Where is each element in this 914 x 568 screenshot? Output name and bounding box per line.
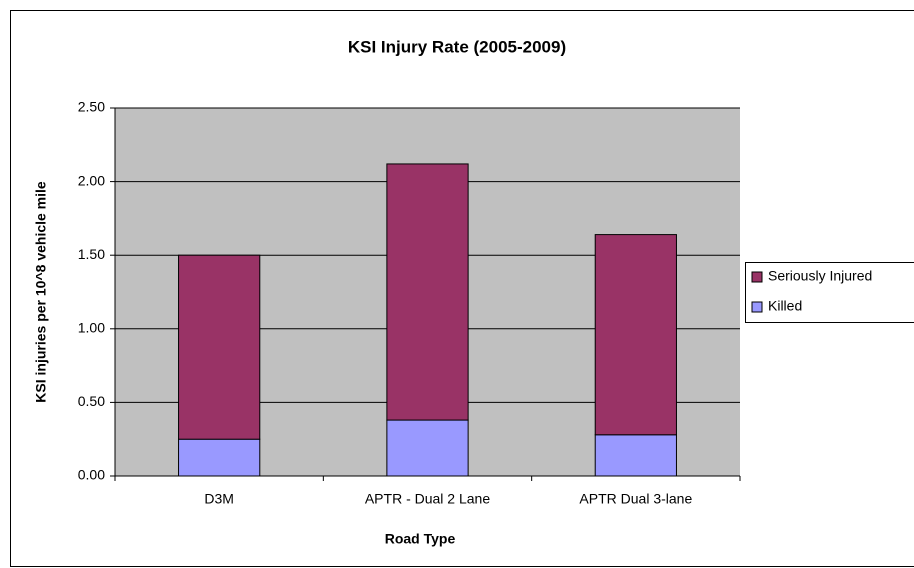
bar-segment [386, 163, 469, 421]
legend-swatch [751, 271, 763, 283]
bar-segment [386, 419, 469, 477]
x-tick-label: APTR - Dual 2 Lane [365, 491, 490, 507]
legend-label: Seriously Injured [768, 268, 872, 284]
chart-title: KSI Injury Rate (2005-2009) [348, 37, 566, 56]
x-axis-label: Road Type [385, 531, 456, 547]
bar-segment [178, 438, 261, 477]
y-tick-label: 2.50 [78, 99, 105, 115]
legend-label: Killed [768, 298, 802, 314]
y-tick-label: 0.00 [78, 467, 105, 483]
y-tick-label: 1.50 [78, 246, 105, 262]
y-tick-label: 2.00 [78, 172, 105, 188]
y-tick-label: 0.50 [78, 393, 105, 409]
legend-swatch [751, 301, 763, 313]
legend-box [745, 262, 914, 323]
bar-segment [178, 254, 261, 440]
bar-segment [594, 234, 677, 436]
y-axis-label: KSI injuries per 10^8 vehicle mile [33, 181, 49, 403]
x-tick-label: APTR Dual 3-lane [579, 491, 692, 507]
x-tick-label: D3M [204, 491, 234, 507]
y-tick-label: 1.00 [78, 320, 105, 336]
bar-segment [594, 434, 677, 477]
